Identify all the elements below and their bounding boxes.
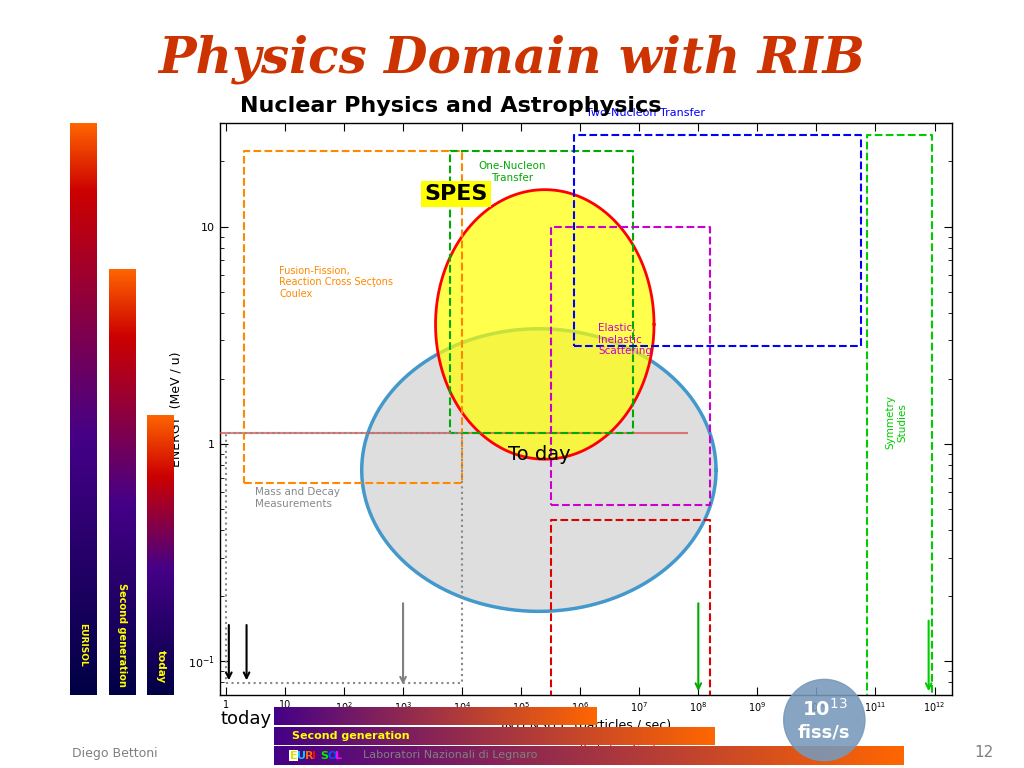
Text: One-Nucleon
Transfer: One-Nucleon Transfer [478, 161, 546, 183]
Text: Diego Bettoni: Diego Bettoni [72, 747, 158, 760]
Polygon shape [435, 190, 654, 459]
Text: S: S [319, 750, 328, 761]
Text: Two-Nucleon Transfer: Two-Nucleon Transfer [586, 108, 706, 118]
Text: O: O [328, 750, 337, 761]
Text: Symmetry
Studies: Symmetry Studies [886, 396, 907, 449]
Text: Second generation: Second generation [117, 584, 127, 687]
Text: Second generation: Second generation [292, 730, 410, 741]
Text: Laboratori Nazionali di Legnaro: Laboratori Nazionali di Legnaro [364, 750, 538, 760]
Text: Nuclear Physics and Astrophysics: Nuclear Physics and Astrophysics [240, 96, 662, 116]
Text: 10$^{13}$: 10$^{13}$ [802, 698, 847, 720]
Text: To day: To day [508, 445, 570, 465]
Text: L: L [335, 750, 342, 761]
Text: I: I [312, 750, 316, 761]
Text: Fusion-Fission,
Reaction Cross Secţons
Coulex: Fusion-Fission, Reaction Cross Secţons C… [279, 266, 393, 299]
Text: SPES: SPES [425, 184, 487, 204]
Text: today: today [220, 710, 271, 728]
Text: R: R [305, 750, 313, 761]
Text: today: today [156, 650, 166, 684]
Text: fiss/s: fiss/s [798, 723, 851, 741]
Polygon shape [361, 329, 716, 611]
Text: Physics Domain with RIB: Physics Domain with RIB [159, 35, 865, 84]
Text: Mass and Decay
Measurements: Mass and Decay Measurements [255, 488, 340, 509]
Y-axis label: ENERGY  (MeV / u): ENERGY (MeV / u) [170, 351, 182, 467]
Text: Elastic,
Inelastic
Scattering: Elastic, Inelastic Scattering [598, 323, 652, 356]
Text: Radiative Capture: Radiative Capture [581, 744, 674, 754]
Text: EURISOL: EURISOL [79, 623, 87, 667]
Text: E: E [290, 750, 297, 761]
Text: U: U [297, 750, 306, 761]
X-axis label: INTENSITY  (particles / sec): INTENSITY (particles / sec) [501, 720, 672, 732]
Circle shape [783, 680, 865, 760]
Text: 12: 12 [974, 745, 993, 760]
